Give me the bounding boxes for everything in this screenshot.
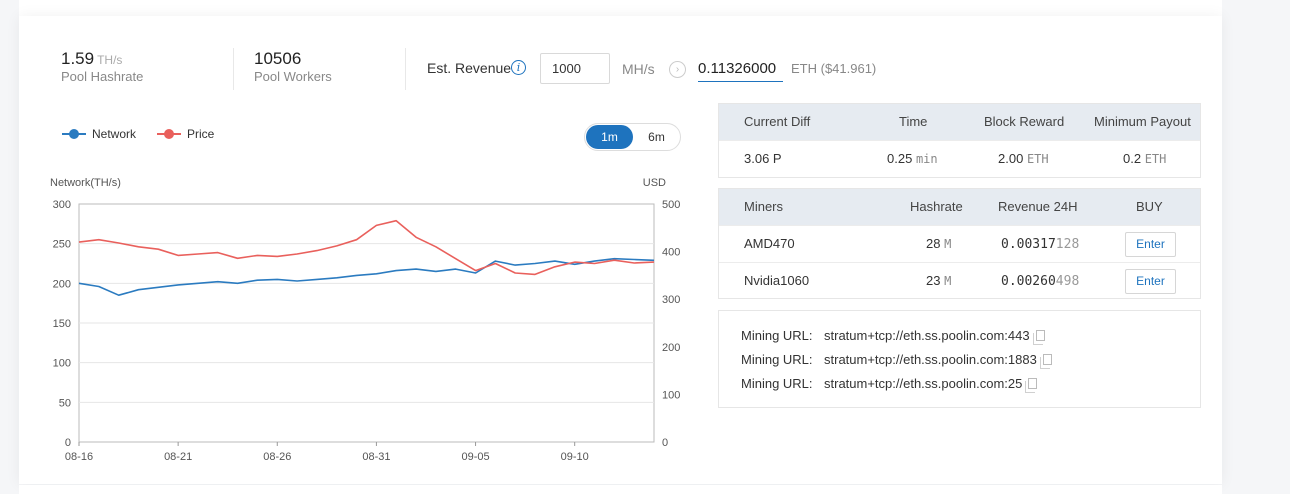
est-revenue-eth: 0.11326000 — [698, 60, 783, 82]
col-time: Time — [899, 114, 928, 129]
network-legend-icon — [62, 129, 86, 139]
pool-workers-label: Pool Workers — [254, 69, 332, 84]
col-miners: Miners — [744, 199, 784, 214]
y-left-tick-label: 250 — [53, 239, 71, 251]
mining-url-row: Mining URL: stratum+tcp://eth.ss.poolin.… — [741, 328, 1045, 345]
price-legend-icon — [157, 129, 181, 139]
range-1m-button[interactable]: 1m — [586, 125, 633, 149]
legend-network-label: Network — [92, 127, 137, 141]
legend-network[interactable]: Network — [62, 127, 136, 141]
y-right-tick-label: 100 — [662, 389, 680, 401]
y-right-tick-label: 500 — [662, 199, 680, 211]
pool-hashrate-unit: TH/s — [97, 53, 123, 67]
mining-url-box: Mining URL: stratum+tcp://eth.ss.poolin.… — [718, 310, 1201, 408]
y-right-tick-label: 200 — [662, 342, 680, 354]
mining-url-label: Mining URL: — [741, 376, 813, 391]
mining-url-label: Mining URL: — [741, 352, 813, 367]
y-right-tick-label: 400 — [662, 247, 680, 259]
legend-price-label: Price — [187, 127, 215, 141]
hashrate-unit: MH/s — [622, 61, 655, 77]
est-revenue-usd: ETH ($41.961) — [791, 61, 877, 76]
y-left-tick-label: 100 — [53, 358, 71, 370]
pool-workers-stat: 10506 Pool Workers — [254, 49, 332, 85]
network-series-line — [78, 257, 655, 296]
table-row: Nvidia1060 23 M 0.00260498 Enter — [719, 262, 1200, 299]
miner-name: Nvidia1060 — [744, 273, 810, 288]
legend-price[interactable]: Price — [157, 127, 214, 141]
enter-button[interactable]: Enter — [1125, 232, 1176, 257]
block-time: 0.25 min — [887, 151, 938, 166]
chevron-right-icon: › — [669, 61, 686, 78]
col-revenue-24h: Revenue 24H — [998, 199, 1078, 214]
miner-revenue: 0.00317128 — [1001, 237, 1080, 252]
col-hashrate: Hashrate — [910, 199, 963, 214]
right-axis-label: USD — [643, 177, 666, 189]
x-tick-label: 08-16 — [65, 451, 93, 463]
mining-url-value: stratum+tcp://eth.ss.poolin.com:25 — [824, 376, 1023, 391]
col-minimum-payout: Minimum Payout — [1094, 114, 1191, 129]
miners-table: Miners Hashrate Revenue 24H BUY AMD470 2… — [718, 188, 1201, 299]
price-series-line — [78, 219, 655, 276]
copy-icon[interactable] — [1025, 378, 1038, 393]
y-left-tick-label: 300 — [53, 199, 71, 211]
y-left-tick-label: 0 — [65, 437, 71, 449]
mining-url-value: stratum+tcp://eth.ss.poolin.com:1883 — [824, 352, 1037, 367]
copy-icon[interactable] — [1032, 330, 1045, 345]
col-block-reward: Block Reward — [984, 114, 1065, 129]
info-icon[interactable]: i — [511, 60, 526, 75]
y-left-tick-label: 50 — [59, 397, 71, 409]
difficulty-table: Current Diff Time Block Reward Minimum P… — [718, 103, 1201, 178]
x-tick-label: 08-26 — [263, 451, 291, 463]
x-tick-label: 09-10 — [561, 451, 589, 463]
col-buy: BUY — [1136, 199, 1163, 214]
hashrate-input[interactable] — [540, 53, 610, 84]
left-axis-label: Network(TH/s) — [50, 177, 121, 189]
range-6m-button[interactable]: 6m — [648, 130, 665, 144]
y-left-tick-label: 200 — [53, 278, 71, 290]
next-card-edge — [19, 485, 1222, 494]
pool-workers-value: 10506 — [254, 49, 302, 68]
miner-hashrate: 23 M — [926, 273, 952, 288]
table-row: 3.06 P 0.25 min 2.00 ETH 0.2 ETH — [719, 140, 1200, 177]
miner-revenue: 0.00260498 — [1001, 274, 1080, 289]
minimum-payout-value: 0.2 ETH — [1123, 151, 1167, 166]
top-card-edge — [19, 0, 1222, 16]
current-diff-value: 3.06 P — [744, 151, 782, 166]
miner-hashrate: 28 M — [926, 236, 952, 251]
stat-divider — [405, 48, 406, 90]
mining-url-row: Mining URL: stratum+tcp://eth.ss.poolin.… — [741, 376, 1038, 393]
pool-hashrate-value: 1.59 — [61, 49, 95, 68]
col-current-diff: Current Diff — [744, 114, 811, 129]
enter-button[interactable]: Enter — [1125, 269, 1176, 294]
y-right-tick-label: 300 — [662, 294, 680, 306]
x-tick-label: 09-05 — [461, 451, 489, 463]
mining-url-label: Mining URL: — [741, 328, 813, 343]
block-reward-value: 2.00 ETH — [998, 151, 1049, 166]
pool-hashrate-stat: 1.59 TH/s Pool Hashrate — [61, 49, 143, 85]
copy-icon[interactable] — [1039, 354, 1052, 369]
x-tick-label: 08-31 — [362, 451, 390, 463]
pool-hashrate-label: Pool Hashrate — [61, 69, 144, 84]
y-right-tick-label: 0 — [662, 437, 668, 449]
est-revenue-label: Est. Revenue — [427, 60, 512, 76]
miner-name: AMD470 — [744, 236, 795, 251]
table-row: AMD470 28 M 0.00317128 Enter — [719, 225, 1200, 262]
stat-divider — [233, 48, 234, 90]
range-toggle: 1m 6m — [584, 123, 681, 151]
x-tick-label: 08-21 — [164, 451, 192, 463]
mining-url-value: stratum+tcp://eth.ss.poolin.com:443 — [824, 328, 1030, 343]
y-left-tick-label: 150 — [53, 318, 71, 330]
mining-url-row: Mining URL: stratum+tcp://eth.ss.poolin.… — [741, 352, 1052, 369]
network-price-chart: Network(TH/s) USD 0 50 100 150 200 250 300 0 100… — [50, 177, 680, 463]
